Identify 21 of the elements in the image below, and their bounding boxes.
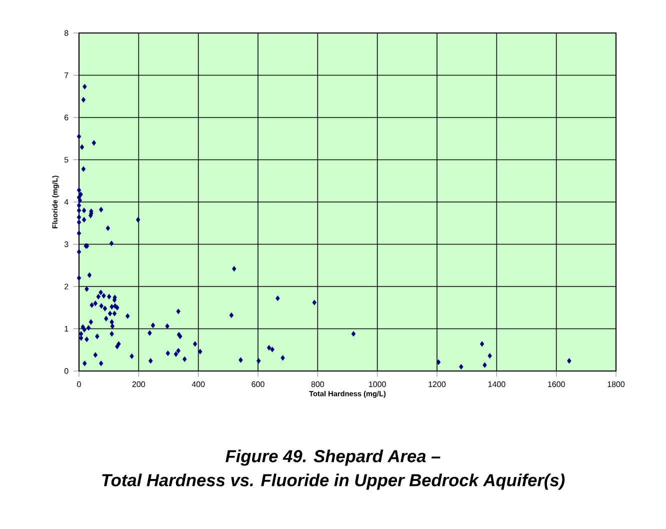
y-tick-label: 3 <box>64 241 68 248</box>
x-tick-label: 600 <box>252 381 264 388</box>
x-tick-label: 1000 <box>369 381 386 388</box>
text: Figure 49. Shepard Area – <box>226 450 440 466</box>
x-tick-label: 1600 <box>548 381 565 388</box>
x-tick-label: 800 <box>311 381 324 388</box>
y-tick-label: 7 <box>64 72 68 78</box>
y-tick-label: 0 <box>64 368 68 374</box>
x-tick-label: 0 <box>77 381 81 388</box>
y-tick-label: 1 <box>64 326 68 332</box>
y-tick-label: 8 <box>64 30 68 36</box>
x-tick-label: 400 <box>192 381 205 388</box>
x-tick-label: 1800 <box>608 381 625 388</box>
y-tick-label: 2 <box>64 284 68 290</box>
y-tick-label: 5 <box>64 156 68 163</box>
x-tick-label: 200 <box>132 381 146 388</box>
x-tick-label: 1200 <box>428 381 446 388</box>
x-tick-label: 1400 <box>488 381 506 388</box>
y-tick-label: 4 <box>64 199 68 205</box>
y-tick-label: 6 <box>64 114 68 120</box>
text: Total Hardness vs. Fluoride in Upper Bedrock Aquifer(s) <box>102 474 565 490</box>
